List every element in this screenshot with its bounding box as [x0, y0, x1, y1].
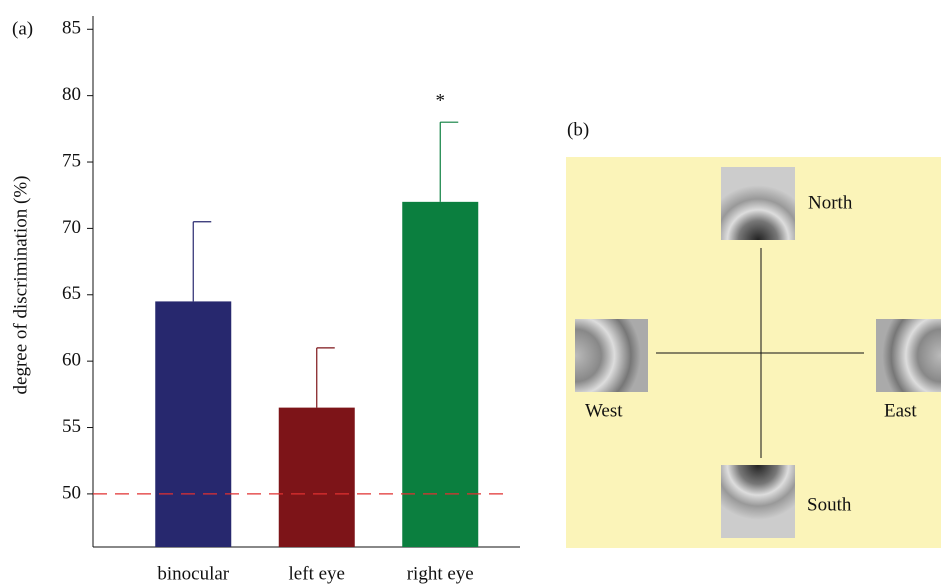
bar	[402, 202, 478, 547]
y-tick-label: 60	[62, 350, 81, 371]
node-label: North	[808, 192, 853, 213]
x-tick-label: right eye	[407, 563, 474, 584]
stimulus-image	[575, 319, 648, 392]
y-tick-label: 75	[62, 150, 81, 171]
panel-b: (b) North West East South	[566, 119, 941, 548]
x-tick-label: left eye	[289, 563, 345, 584]
bar	[155, 301, 231, 547]
stimulus-image	[721, 465, 795, 538]
y-tick-label: 50	[62, 482, 81, 503]
node-label: West	[585, 400, 623, 421]
stimulus-image	[721, 167, 795, 240]
significance-mark: *	[436, 91, 446, 112]
y-tick-label: 70	[62, 217, 81, 238]
y-tick-label: 65	[62, 283, 81, 304]
y-tick-label: 55	[62, 416, 81, 437]
bar	[279, 408, 355, 547]
stimulus-image	[876, 319, 941, 392]
panel-label: (b)	[567, 119, 589, 140]
node-label: South	[807, 494, 852, 515]
x-tick-label: binocular	[157, 563, 229, 584]
panel-label: (a)	[12, 18, 33, 39]
figure: (a) degree of discrimination (%) (b) Nor…	[0, 0, 941, 585]
y-tick-label: 85	[62, 18, 81, 39]
y-axis-label: degree of discrimination (%)	[10, 176, 31, 395]
y-tick-label: 80	[62, 84, 81, 105]
node-label: East	[884, 400, 917, 421]
